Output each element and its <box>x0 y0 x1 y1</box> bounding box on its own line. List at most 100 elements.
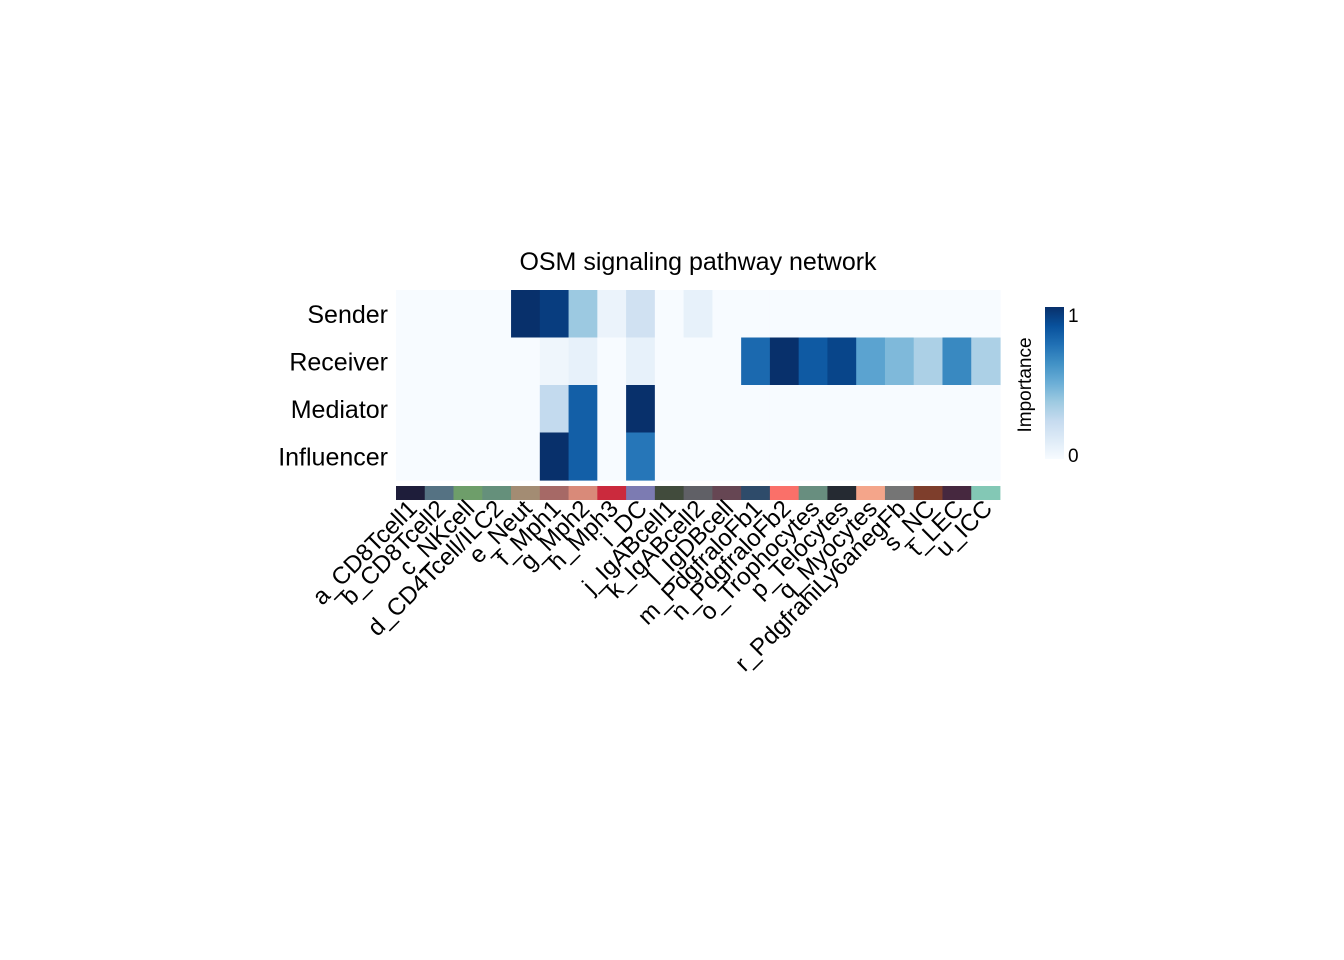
heatmap-cell <box>712 337 742 386</box>
heatmap-cell <box>396 432 426 481</box>
heatmap-cell <box>741 432 771 481</box>
heatmap-cell <box>626 432 656 481</box>
colorbar: 1 0 Importance <box>1015 306 1079 467</box>
heatmap-cell <box>683 290 713 339</box>
heatmap-cell <box>942 432 972 481</box>
heatmap-cell <box>597 385 627 434</box>
heatmap-cell <box>856 337 886 386</box>
column-annotation-cell <box>424 486 454 500</box>
heatmap-cell <box>453 385 483 434</box>
heatmap-cell <box>626 337 656 386</box>
heatmap-cell <box>769 385 800 434</box>
heatmap-cell <box>712 385 742 434</box>
heatmap-cell <box>827 290 857 339</box>
column-annotation-cell <box>654 486 685 500</box>
heatmap-cell <box>942 290 972 339</box>
colorbar-tick-min: 0 <box>1068 446 1079 467</box>
heatmap-cell <box>539 432 570 481</box>
heatmap-cell <box>712 432 742 481</box>
heatmap-cell <box>884 432 915 481</box>
heatmap-cell <box>798 290 829 339</box>
heatmap-cell <box>856 290 886 339</box>
heatmap-cell <box>626 290 656 339</box>
heatmap-cell <box>856 432 886 481</box>
row-label: Sender <box>307 301 388 329</box>
heatmap-cell <box>396 337 426 386</box>
column-annotation-cell <box>798 486 828 500</box>
column-annotation-cell <box>712 486 742 500</box>
heatmap-cell <box>539 385 570 434</box>
heatmap-cell <box>942 385 972 434</box>
heatmap-cell <box>971 337 1001 386</box>
heatmap-cell <box>683 385 713 434</box>
heatmap-cell <box>971 432 1001 481</box>
column-annotation-cell <box>453 486 483 500</box>
heatmap-cell <box>769 432 800 481</box>
heatmap-cell <box>424 290 455 339</box>
column-annotation-bar <box>396 486 1001 500</box>
heatmap-cell <box>568 290 598 339</box>
heatmap-cell <box>511 385 541 434</box>
column-labels: a_CD8Tcell1b_CD8Tcell2c_NKcelld_CD4Tcell… <box>307 495 998 677</box>
heatmap-cell <box>884 290 915 339</box>
heatmap-cells <box>396 290 1001 481</box>
heatmap-cell <box>482 385 512 434</box>
heatmap-cell <box>712 290 742 339</box>
column-annotation-cell <box>856 486 886 500</box>
heatmap-cell <box>798 432 829 481</box>
column-annotation-cell <box>597 486 627 500</box>
heatmap-cell <box>798 385 829 434</box>
row-label: Receiver <box>289 348 388 376</box>
chart-title: OSM signaling pathway network <box>519 248 877 276</box>
heatmap-cell <box>971 290 1001 339</box>
heatmap-cell <box>539 337 570 386</box>
row-label: Influencer <box>278 443 388 471</box>
row-labels: Sender Receiver Mediator Influencer <box>278 301 388 472</box>
column-annotation-cell <box>482 486 512 500</box>
colorbar-gradient <box>1045 307 1064 459</box>
heatmap-cell <box>511 290 541 339</box>
heatmap-cell <box>913 432 944 481</box>
heatmap-cell <box>568 432 598 481</box>
heatmap-cell <box>654 290 685 339</box>
heatmap-cell <box>683 337 713 386</box>
heatmap-cell <box>511 337 541 386</box>
heatmap-cell <box>741 290 771 339</box>
heatmap-cell <box>913 385 944 434</box>
heatmap-cell <box>884 385 915 434</box>
heatmap-cell <box>597 337 627 386</box>
heatmap-cell <box>769 337 800 386</box>
heatmap-cell <box>453 290 483 339</box>
column-annotation-cell <box>913 486 943 500</box>
heatmap-cell <box>568 337 598 386</box>
column-annotation-cell <box>511 486 541 500</box>
heatmap-cell <box>769 290 800 339</box>
heatmap-cell <box>597 432 627 481</box>
heatmap-cell <box>654 432 685 481</box>
column-annotation-cell <box>396 486 426 500</box>
heatmap-cell <box>453 432 483 481</box>
heatmap-cell <box>971 385 1001 434</box>
heatmap-cell <box>827 432 857 481</box>
heatmap-cell <box>827 385 857 434</box>
column-annotation-cell <box>626 486 656 500</box>
colorbar-tick-max: 1 <box>1068 306 1079 327</box>
heatmap-cell <box>798 337 829 386</box>
heatmap-cell <box>884 337 915 386</box>
heatmap-cell <box>511 432 541 481</box>
heatmap-cell <box>482 337 512 386</box>
heatmap-cell <box>453 337 483 386</box>
colorbar-label: Importance <box>1015 337 1036 432</box>
heatmap-cell <box>654 337 685 386</box>
heatmap-cell <box>396 290 426 339</box>
heatmap-cell <box>424 337 455 386</box>
heatmap-cell <box>424 432 455 481</box>
column-annotation-cell <box>827 486 857 500</box>
heatmap-cell <box>396 385 426 434</box>
heatmap-cell <box>626 385 656 434</box>
heatmap-cell <box>482 432 512 481</box>
heatmap-cell <box>482 290 512 339</box>
heatmap-cell <box>539 290 570 339</box>
heatmap-cell <box>424 385 455 434</box>
